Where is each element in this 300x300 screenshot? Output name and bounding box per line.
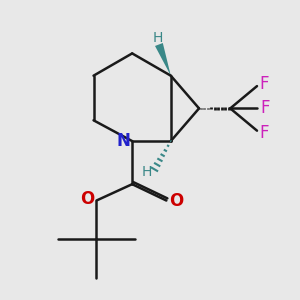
Text: N: N (117, 132, 131, 150)
Text: F: F (261, 99, 270, 117)
Text: O: O (80, 190, 95, 208)
Text: F: F (260, 75, 269, 93)
Text: O: O (169, 191, 183, 209)
Text: F: F (260, 124, 269, 142)
Polygon shape (155, 43, 171, 76)
Text: H: H (142, 165, 152, 179)
Text: H: H (152, 31, 163, 45)
